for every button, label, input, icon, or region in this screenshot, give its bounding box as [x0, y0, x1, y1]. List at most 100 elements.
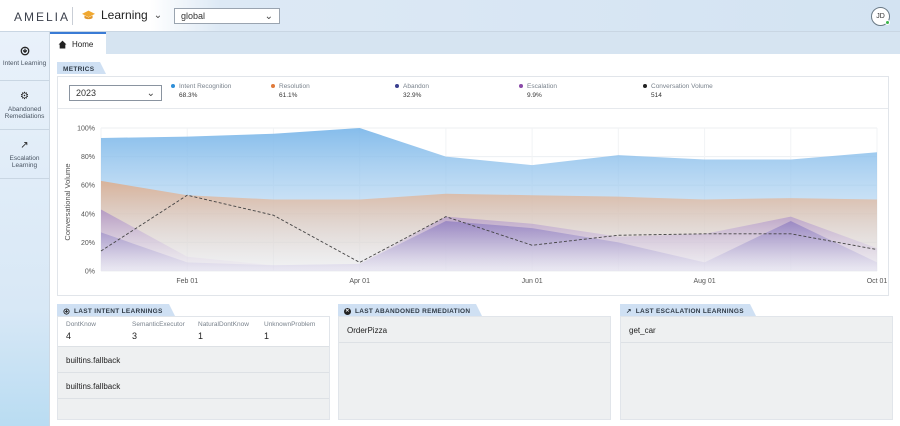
top-bar: AMELIA Learning ⌄ global ⌄ JD [0, 0, 900, 32]
intent-counts: DontKnow 4 SemanticExecutor 3 NaturalDon… [58, 317, 329, 347]
count-value: 1 [264, 331, 270, 341]
abandoned-remediation-tag: ✕ LAST ABANDONED REMEDIATION [338, 304, 483, 316]
header-divider [72, 7, 73, 25]
y-tick-label: 20% [81, 240, 95, 247]
metrics-section-tag: METRICS [57, 62, 107, 74]
arrow-up-right-icon: ↗ [20, 139, 29, 151]
metric-value: 514 [651, 92, 662, 99]
home-icon [58, 40, 67, 48]
area-chart-svg: 0% 20% 40% 60% 80% 100% Feb 01 Apr 01 Jun 01 Aug … [63, 126, 887, 286]
chevron-down-icon: ⌄ [153, 9, 163, 21]
count-naturaldontknow[interactable]: NaturalDontKnow 1 [190, 317, 256, 346]
y-tick-label: 80% [81, 154, 95, 161]
metric-value: 32.9% [403, 92, 422, 99]
legend-dot [395, 84, 399, 89]
chart-areas [100, 128, 878, 271]
metric-label: Escalation [527, 83, 557, 90]
metric-value: 61.1% [279, 92, 298, 99]
list-item[interactable]: get_car [621, 317, 892, 343]
tab-home[interactable]: Home [50, 32, 106, 54]
nav-label: Escalation Learning [9, 154, 40, 169]
y-axis-label: Conversational Volume [63, 163, 72, 240]
amelia-logo[interactable]: AMELIA [14, 10, 71, 24]
metric-label: Resolution [279, 83, 310, 90]
user-avatar[interactable]: JD [871, 7, 890, 26]
y-tick-label: 40% [81, 211, 95, 218]
escalation-learnings-panel: get_car [620, 316, 893, 420]
x-tick-label: Jun 01 [522, 278, 543, 285]
legend-dot [271, 84, 275, 89]
intent-learnings-tag: LAST INTENT LEARNINGS [57, 304, 175, 316]
intent-learning-icon [20, 46, 29, 55]
count-label: NaturalDontKnow [198, 321, 249, 328]
intent-learnings-panel: DontKnow 4 SemanticExecutor 3 NaturalDon… [57, 316, 330, 420]
metric-value: 9.9% [527, 92, 542, 99]
metric-label: Conversation Volume [651, 83, 713, 90]
metrics-panel: 2023 ⌄ Intent Recognition 68.3% Resoluti… [57, 76, 889, 296]
legend-dot [643, 84, 647, 89]
intent-learning-icon [63, 307, 70, 315]
y-tick-label: 0% [85, 269, 95, 276]
count-label: UnknownProblem [264, 321, 316, 328]
count-value: 3 [132, 331, 138, 341]
count-semanticexecutor[interactable]: SemanticExecutor 3 [124, 317, 190, 346]
graduation-cap-icon [82, 10, 95, 19]
section-title: LAST ABANDONED REMEDIATION [355, 307, 471, 315]
scope-value: global [181, 11, 206, 21]
series-line-conversation-volume [100, 194, 878, 263]
x-tick-label: Apr 01 [349, 278, 370, 285]
series-area-escalation [101, 209, 877, 271]
year-select[interactable]: 2023 ⌄ [69, 85, 162, 101]
metric-resolution: Resolution 61.1% [271, 83, 310, 99]
count-label: SemanticExecutor [132, 321, 185, 328]
section-title: LAST INTENT LEARNINGS [74, 307, 163, 315]
nav-abandoned-remediations[interactable]: ⚙ Abandoned Remediations [0, 81, 49, 130]
close-circle-icon: ✕ [344, 307, 351, 315]
count-value: 4 [66, 331, 72, 341]
y-tick-label: 100% [77, 126, 95, 133]
year-value: 2023 [76, 88, 97, 98]
chevron-down-icon: ⌄ [264, 10, 273, 22]
list-item[interactable]: OrderPizza [339, 317, 610, 343]
count-label: DontKnow [66, 321, 96, 328]
abandoned-remediation-panel: OrderPizza [338, 316, 611, 420]
x-tick-label: Aug 01 [693, 278, 715, 285]
nav-label: Intent Learning [2, 59, 47, 67]
left-nav: Intent Learning ⚙ Abandoned Remediations… [0, 32, 50, 426]
section-title: LAST ESCALATION LEARNINGS [635, 307, 744, 315]
metric-conversation-volume: Conversation Volume 514 [643, 83, 713, 99]
legend-dot [519, 84, 523, 89]
tab-label: Home [72, 39, 94, 49]
nav-label: Abandoned Remediations [4, 105, 45, 120]
x-tick-label: Feb 01 [176, 278, 198, 285]
chart-axes: 0% 20% 40% 60% 80% 100% Feb 01 Apr 01 Jun 01 Aug … [77, 126, 887, 286]
count-dontknow[interactable]: DontKnow 4 [58, 317, 124, 346]
chevron-down-icon: ⌄ [146, 87, 155, 99]
app-name: Learning [101, 8, 148, 22]
metric-label: Intent Recognition [179, 83, 232, 90]
tab-strip: Home [50, 32, 900, 54]
metric-abandon: Abandon 32.9% [395, 83, 429, 99]
scope-select[interactable]: global ⌄ [174, 8, 280, 24]
list-item[interactable]: builtins.fallback [58, 347, 329, 373]
list-item[interactable]: builtins.fallback [58, 373, 329, 399]
metrics-chart: 0% 20% 40% 60% 80% 100% Feb 01 Apr 01 Jun 01 Aug … [58, 109, 888, 295]
nav-intent-learning[interactable]: Intent Learning [0, 32, 49, 81]
metric-value: 68.3% [179, 92, 198, 99]
nav-escalation-learning[interactable]: ↗ Escalation Learning [0, 130, 49, 179]
online-status-dot [885, 20, 890, 25]
x-tick-label: Oct 01 [867, 278, 888, 285]
y-tick-label: 60% [81, 183, 95, 190]
section-title: METRICS [63, 65, 95, 73]
metrics-header: 2023 ⌄ Intent Recognition 68.3% Resoluti… [58, 77, 888, 109]
avatar-initials: JD [876, 13, 885, 20]
main-content: METRICS 2023 ⌄ Intent Recognition 68.3% … [50, 54, 900, 426]
escalation-learnings-tag: ↗ LAST ESCALATION LEARNINGS [620, 304, 756, 316]
count-value: 1 [198, 331, 204, 341]
app-switcher[interactable]: Learning ⌄ [82, 8, 162, 22]
gear-icon: ⚙ [20, 90, 29, 102]
metric-escalation: Escalation 9.9% [519, 83, 557, 99]
metric-intent-recognition: Intent Recognition 68.3% [171, 83, 231, 99]
count-unknownproblem[interactable]: UnknownProblem 1 [256, 317, 322, 346]
legend-dot [171, 84, 175, 89]
